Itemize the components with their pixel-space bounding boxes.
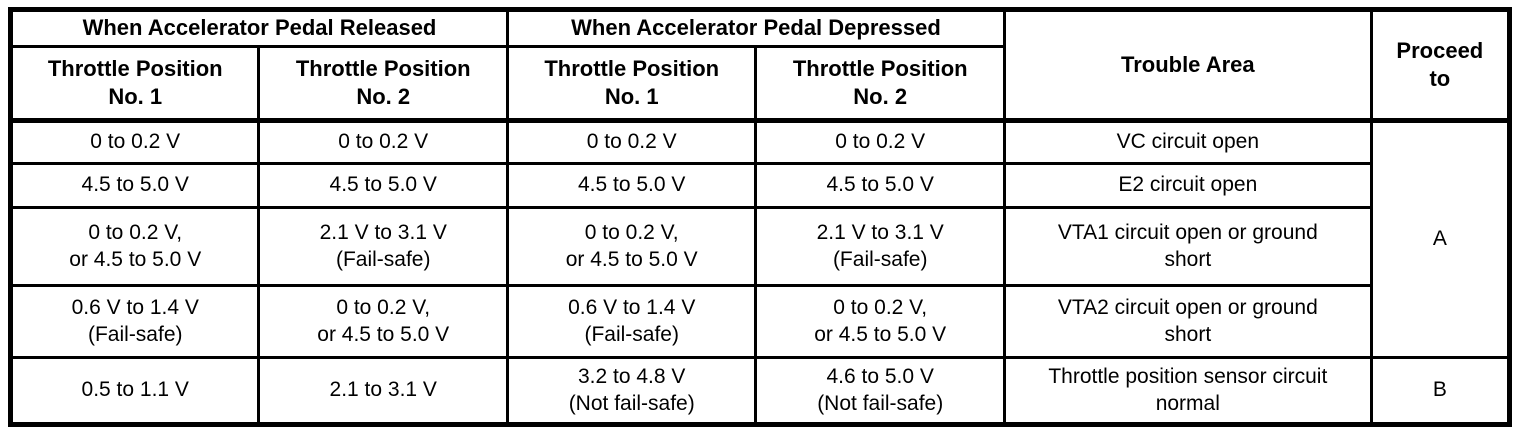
table-cell: 0.6 V to 1.4 V (Fail-safe): [8, 284, 261, 359]
table-cell: 4.5 to 5.0 V: [257, 162, 509, 209]
table-cell: 0 to 0.2 V, or 4.5 to 5.0 V: [8, 206, 261, 287]
table-cell: 3.2 to 4.8 V (Not fail-safe): [505, 356, 758, 426]
table-cell: 2.1 V to 3.1 V (Fail-safe): [754, 206, 1006, 287]
trouble-area-cell: E2 circuit open: [1002, 162, 1373, 209]
proceed-cell-b: B: [1369, 356, 1512, 426]
table-cell: 4.5 to 5.0 V: [754, 162, 1006, 209]
header-throttle-position-no1-released: Throttle Position No. 1: [8, 45, 261, 123]
table-cell: 0.6 V to 1.4 V (Fail-safe): [505, 284, 758, 359]
table-cell: 4.5 to 5.0 V: [8, 162, 261, 209]
table-row: 0 to 0.2 V 0 to 0.2 V 0 to 0.2 V 0 to 0.…: [8, 119, 1512, 359]
table-cell: 0 to 0.2 V: [505, 119, 758, 165]
header-pedal-depressed: When Accelerator Pedal Depressed: [505, 8, 1006, 48]
table-cell: 4.5 to 5.0 V: [505, 162, 758, 209]
table-cell: 0 to 0.2 V, or 4.5 to 5.0 V: [505, 206, 758, 287]
header-trouble-area: Trouble Area: [1002, 8, 1373, 123]
table-cell: 0.5 to 1.1 V: [8, 356, 261, 426]
header-throttle-position-no2-released: Throttle Position No. 2: [257, 45, 509, 123]
trouble-area-cell: VTA1 circuit open or ground short: [1002, 206, 1373, 287]
diagnostic-table: When Accelerator Pedal Released When Acc…: [8, 7, 1512, 427]
table-row: 0.6 V to 1.4 V (Fail-safe) 0 to 0.2 V, o…: [8, 284, 1510, 359]
table-cell: 0 to 0.2 V, or 4.5 to 5.0 V: [754, 284, 1006, 359]
table-row: 4.5 to 5.0 V 4.5 to 5.0 V 4.5 to 5.0 V 4…: [8, 162, 1510, 209]
header-throttle-position-no1-depressed: Throttle Position No. 1: [505, 45, 758, 123]
table-cell: 0 to 0.2 V: [754, 119, 1006, 165]
trouble-area-cell: VTA2 circuit open or ground short: [1002, 284, 1373, 359]
table-cell: 0 to 0.2 V, or 4.5 to 5.0 V: [257, 284, 509, 359]
table-cell: 2.1 V to 3.1 V (Fail-safe): [257, 206, 509, 287]
header-pedal-released: When Accelerator Pedal Released: [9, 8, 509, 48]
table-row: 0 to 0.2 V, or 4.5 to 5.0 V 2.1 V to 3.1…: [8, 206, 1510, 287]
table-cell: 2.1 to 3.1 V: [257, 356, 509, 426]
proceed-cell-a: A: [1369, 119, 1512, 359]
table-cell: 0 to 0.2 V: [257, 119, 509, 165]
header-throttle-position-no2-depressed: Throttle Position No. 2: [754, 45, 1006, 123]
table-cell: 0 to 0.2 V: [8, 119, 261, 165]
header-proceed-to: Proceed to: [1369, 8, 1512, 123]
trouble-area-cell: VC circuit open: [1002, 119, 1373, 165]
table-row: 0.5 to 1.1 V 2.1 to 3.1 V 3.2 to 4.8 V (…: [8, 356, 1512, 426]
trouble-area-cell: Throttle position sensor circuit normal: [1002, 356, 1373, 426]
table-cell: 4.6 to 5.0 V (Not fail-safe): [754, 356, 1006, 426]
